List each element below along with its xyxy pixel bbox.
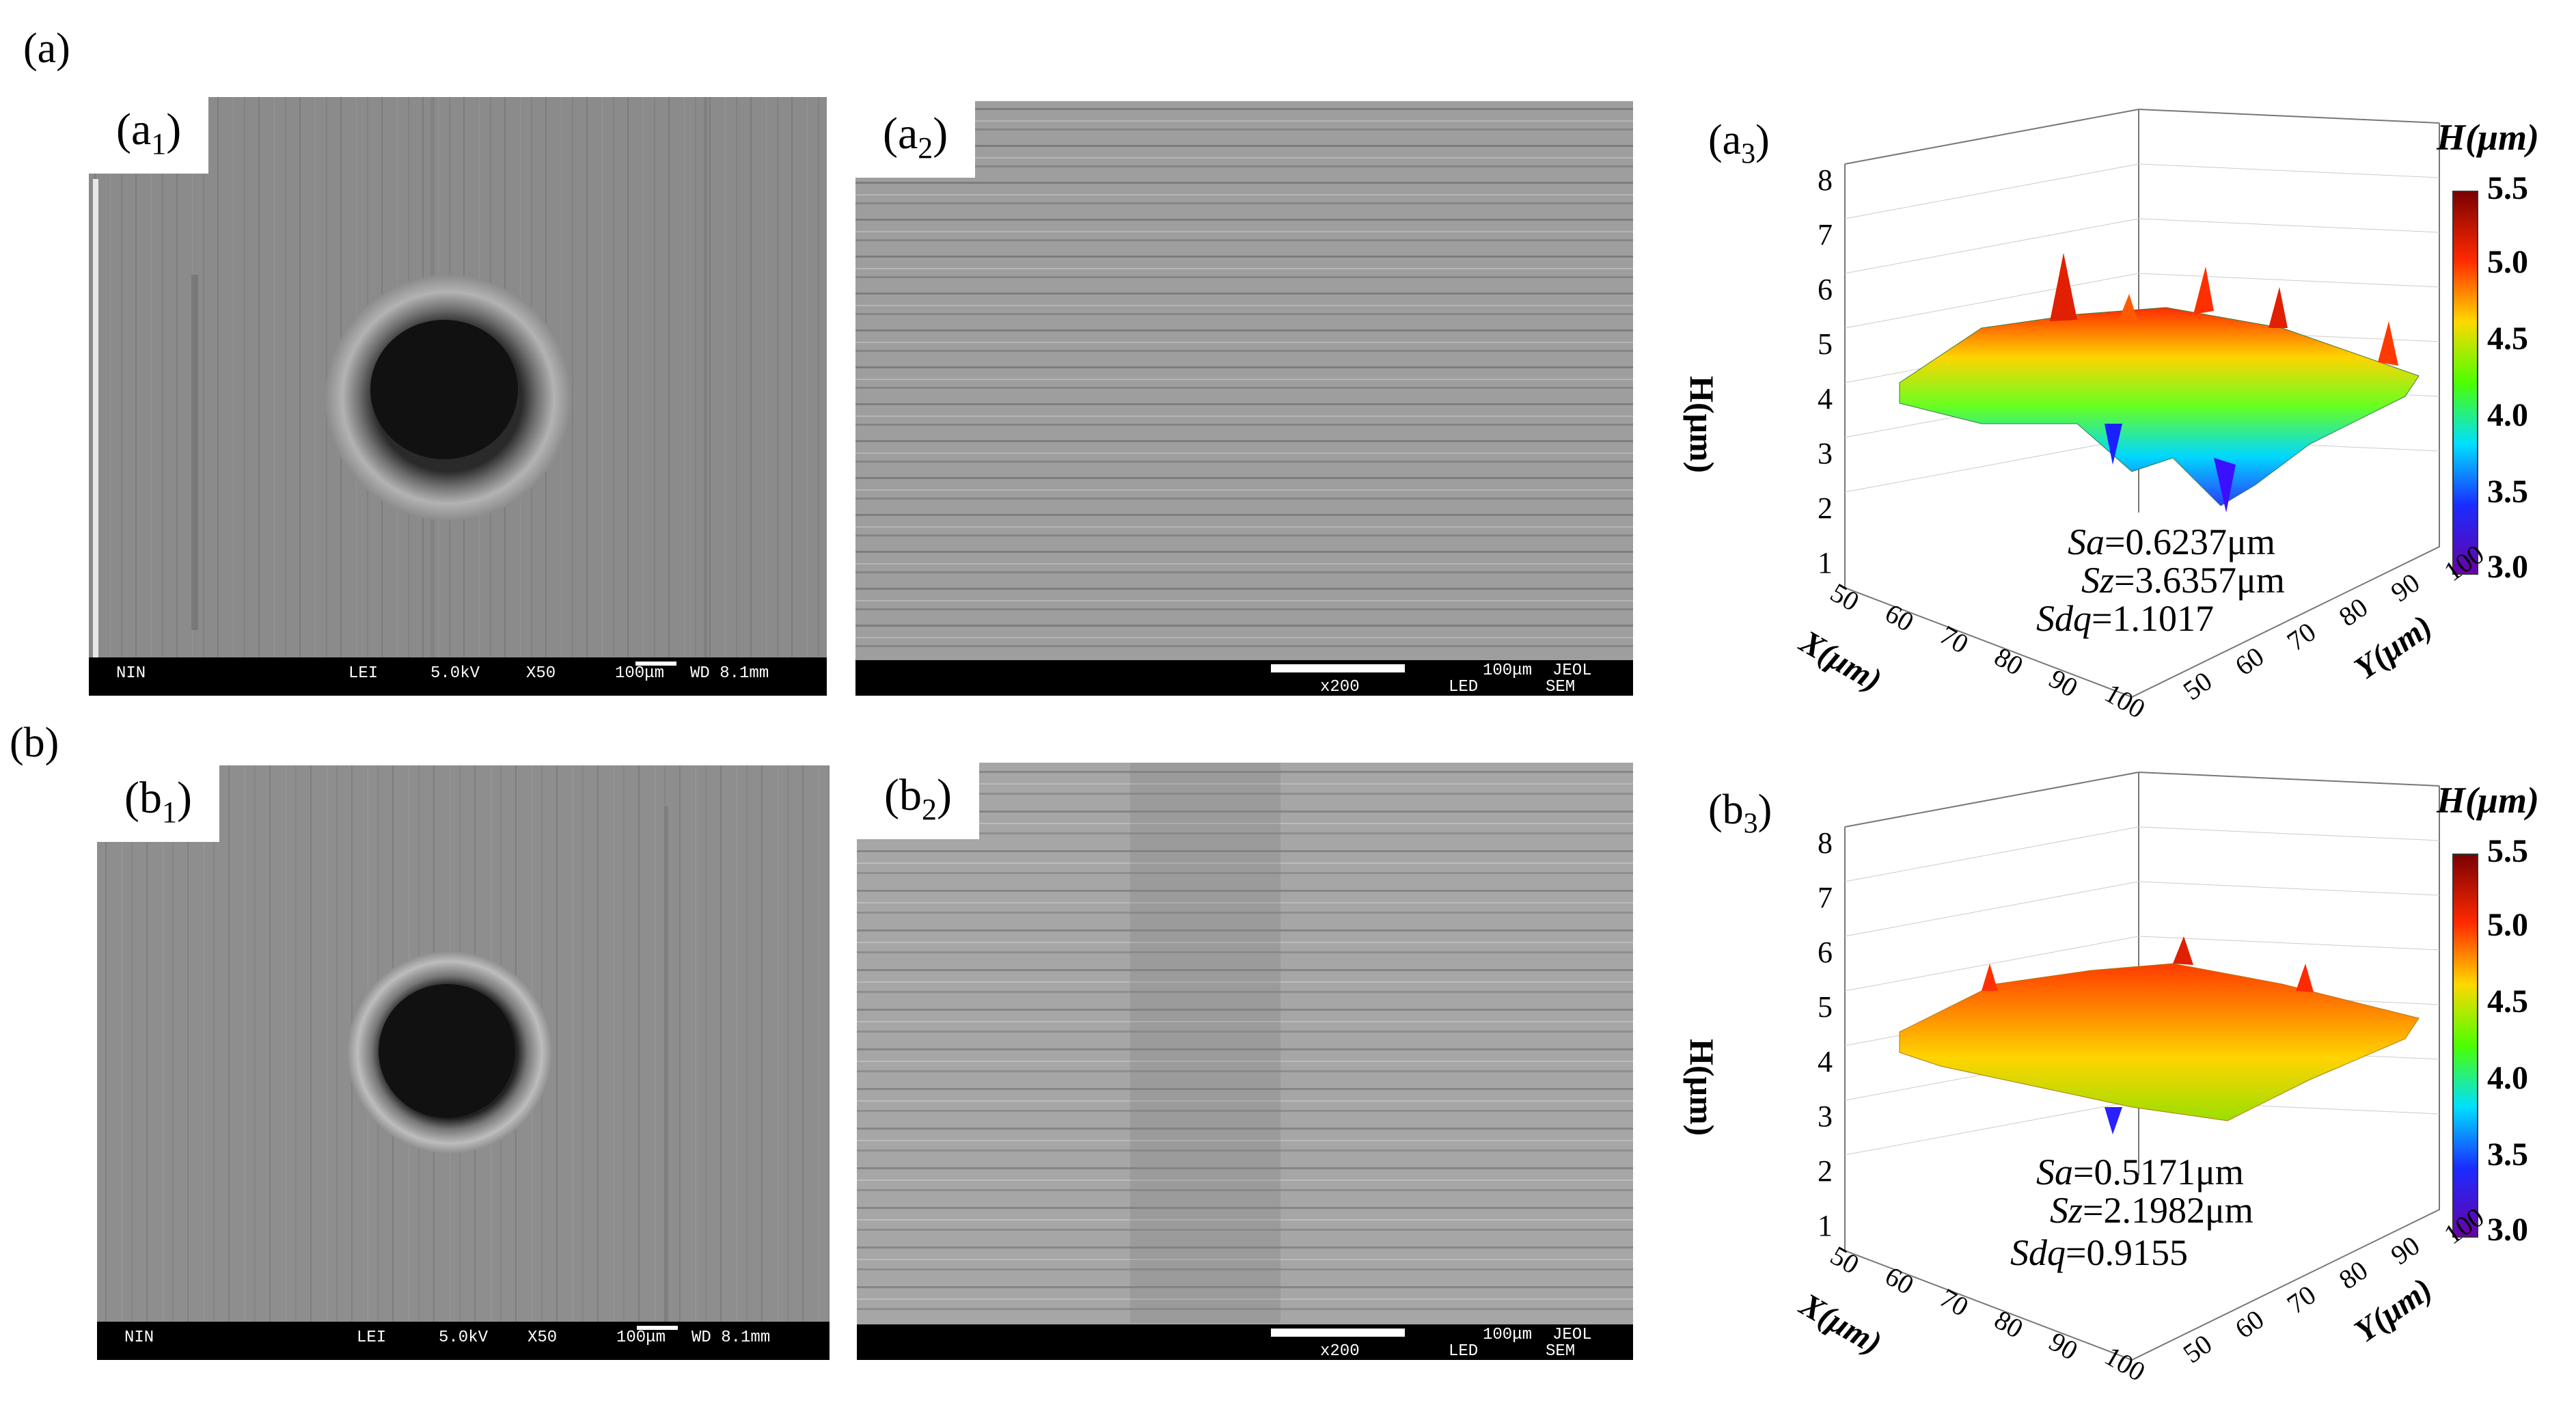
databar-brand: JEOL [1552, 1326, 1592, 1344]
z-tick: 2 [1818, 1154, 1833, 1188]
colorbar-tick: 5.0 [2487, 244, 2528, 280]
sem-surface-texture-b2 [857, 763, 1633, 1360]
z-tick: 2 [1818, 491, 1833, 525]
colorbar-tick: 4.0 [2487, 1060, 2528, 1096]
databar-mag: x200 [1320, 678, 1360, 696]
databar-mode: LEI [348, 664, 379, 683]
surface-plot-b3: (b3) [1683, 765, 2569, 1387]
databar-mode: LED [1449, 1342, 1479, 1360]
z-tick: 5 [1818, 327, 1833, 361]
databar-mode: LED [1449, 678, 1479, 696]
z-tick: 4 [1818, 1045, 1833, 1078]
colorbar-tick: 5.5 [2487, 170, 2528, 206]
databar-scale: 100μm [1483, 662, 1533, 680]
panel-label-a3: (a3) [1708, 117, 1770, 170]
z-tick: 8 [1818, 826, 1833, 860]
z-tick: 7 [1818, 218, 1833, 251]
z-tick: 3 [1818, 1100, 1833, 1133]
sem-databar-b2: 100μm JEOL x200 LED SEM [857, 1324, 1633, 1360]
databar-scale: 100μm [1483, 1326, 1533, 1344]
databar-wd: WD 8.1mm [690, 664, 769, 683]
sem-databar-a1: NIN LEI 5.0kV X50 100μm WD 8.1mm [89, 657, 827, 696]
row-label-a: (a) [23, 25, 70, 72]
stat-sz: Sz=2.1982μm [2050, 1190, 2253, 1231]
databar-wd: WD 8.1mm [691, 1329, 771, 1347]
surface-plot-svg [1844, 772, 2478, 1361]
z-tick: 1 [1818, 546, 1833, 580]
colorbar-tick: 3.0 [2487, 549, 2528, 585]
databar-scale: 100μm [616, 1329, 666, 1347]
scale-bar [1271, 664, 1405, 672]
scale-bar [635, 662, 676, 666]
databar-mode: LEI [357, 1329, 387, 1347]
stat-sa: Sa=0.6237μm [2068, 521, 2275, 562]
colorbar-title: H(μm) [2437, 780, 2540, 821]
z-tick: 7 [1818, 881, 1833, 914]
colorbar-tick: 3.5 [2487, 1136, 2528, 1173]
colorbar-tick: 3.0 [2487, 1212, 2528, 1248]
colorbar-title: H(μm) [2437, 117, 2540, 158]
databar-kv: 5.0kV [430, 664, 480, 683]
sem-databar-a2: 100μm JEOL x200 LED SEM [855, 660, 1633, 696]
databar-id: NIN [124, 1329, 154, 1347]
databar-mag: X50 [527, 1329, 558, 1347]
stat-sdq: Sdq=1.1017 [2036, 598, 2214, 639]
sem-surface-texture-a2 [855, 101, 1633, 696]
z-tick: 6 [1818, 936, 1833, 969]
colorbar-tick: 3.5 [2487, 474, 2528, 510]
scale-bar [637, 1326, 678, 1330]
databar-mag: x200 [1320, 1342, 1360, 1360]
z-tick: 3 [1818, 437, 1833, 470]
panel-label-b2: (b2) [857, 763, 979, 840]
databar-mag: X50 [526, 664, 556, 683]
sem-image-b2: (b2) 100μm JEOL x200 LED SEM [857, 763, 1633, 1360]
sem-surface-hole-a1 [89, 97, 827, 696]
z-tick: 6 [1818, 273, 1833, 306]
panel-label-a2: (a2) [855, 101, 976, 178]
panel-label-b1: (b1) [97, 765, 219, 843]
databar-scale: 100μm [615, 664, 665, 683]
row-label-b: (b) [10, 720, 59, 766]
databar-type: SEM [1546, 1342, 1576, 1360]
stat-sa: Sa=0.5171μm [2036, 1152, 2244, 1193]
sem-image-a1: (a1) NIN LEI 5.0kV X50 100μm WD 8.1mm [89, 97, 827, 696]
stat-sz: Sz=3.6357μm [2081, 560, 2285, 601]
sem-databar-b1: NIN LEI 5.0kV X50 100μm WD 8.1mm [97, 1322, 830, 1360]
databar-brand: JEOL [1552, 662, 1592, 680]
z-tick: 4 [1818, 382, 1833, 416]
colorbar-tick: 5.5 [2487, 833, 2528, 869]
sem-surface-hole-b1 [97, 765, 830, 1360]
scale-bar [1271, 1329, 1405, 1337]
sem-image-a2: (a2) 100μm JEOL x200 LED SEM [855, 101, 1633, 696]
z-tick: 1 [1818, 1209, 1833, 1242]
databar-id: NIN [116, 664, 146, 683]
surface-plot-svg [1844, 109, 2478, 698]
colorbar-tick: 4.0 [2487, 397, 2528, 433]
z-axis-label: H(μm) [1683, 376, 1721, 474]
colorbar-tick: 5.0 [2487, 907, 2528, 943]
z-tick: 5 [1818, 990, 1833, 1024]
z-axis-label: H(μm) [1683, 1039, 1721, 1136]
databar-type: SEM [1546, 678, 1576, 696]
panel-label-a1: (a1) [89, 97, 209, 174]
colorbar-tick: 4.5 [2487, 983, 2528, 1020]
surface-plot-a3: (a3) [1683, 103, 2569, 724]
stat-sdq: Sdq=0.9155 [2010, 1232, 2188, 1273]
z-tick: 8 [1818, 163, 1833, 197]
panel-label-b3: (b3) [1708, 787, 1772, 840]
colorbar-tick: 4.5 [2487, 321, 2528, 357]
sem-image-b1: (b1) NIN LEI 5.0kV X50 100μm WD 8.1mm [97, 765, 830, 1360]
databar-kv: 5.0kV [439, 1329, 489, 1347]
